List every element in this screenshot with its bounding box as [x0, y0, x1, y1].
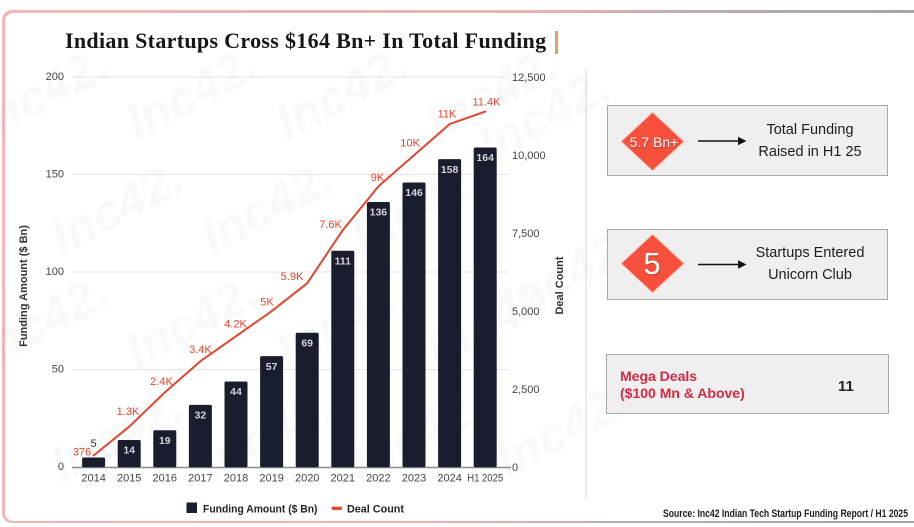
svg-text:111: 111: [335, 256, 352, 268]
svg-text:376: 376: [73, 447, 91, 459]
svg-text:19: 19: [159, 435, 171, 447]
svg-text:11K: 11K: [438, 109, 457, 121]
svg-text:10,000: 10,000: [512, 150, 546, 162]
svg-text:H1 2025: H1 2025: [467, 472, 503, 484]
svg-text:2024: 2024: [437, 472, 461, 484]
svg-text:2,500: 2,500: [512, 384, 540, 396]
svg-text:5: 5: [91, 438, 97, 450]
svg-text:2015: 2015: [117, 472, 141, 484]
svg-text:2014: 2014: [81, 472, 105, 484]
svg-text:2.4K: 2.4K: [150, 376, 173, 388]
svg-text:69: 69: [301, 337, 313, 349]
svg-text:Inc42.: Inc42.: [41, 149, 192, 265]
svg-text:136: 136: [370, 207, 388, 219]
svg-text:158: 158: [441, 164, 459, 176]
svg-text:44: 44: [230, 386, 242, 398]
svg-text:7.6K: 7.6K: [319, 219, 342, 231]
svg-text:5K: 5K: [260, 297, 274, 309]
svg-text:2019: 2019: [259, 472, 283, 484]
svg-text:50: 50: [52, 363, 64, 375]
svg-text:14: 14: [123, 445, 135, 457]
svg-text:1.3K: 1.3K: [117, 406, 140, 418]
svg-text:2023: 2023: [402, 472, 426, 484]
svg-text:150: 150: [46, 168, 64, 180]
svg-text:2017: 2017: [188, 472, 212, 484]
svg-text:Deal Count: Deal Count: [554, 256, 566, 314]
svg-text:Inc42.: Inc42.: [191, 149, 342, 265]
svg-text:5.9K: 5.9K: [281, 271, 304, 283]
svg-text:2022: 2022: [366, 472, 390, 484]
svg-text:Deal Count: Deal Count: [347, 503, 404, 515]
svg-text:5,000: 5,000: [512, 306, 540, 318]
svg-text:200: 200: [46, 71, 64, 83]
svg-text:2016: 2016: [153, 472, 177, 484]
svg-text:100: 100: [46, 266, 64, 278]
svg-text:32: 32: [195, 410, 207, 422]
svg-text:Funding Amount ($ Bn): Funding Amount ($ Bn): [18, 225, 30, 347]
svg-text:7,500: 7,500: [512, 228, 540, 240]
svg-text:12,500: 12,500: [512, 72, 546, 84]
svg-text:57: 57: [266, 361, 278, 373]
svg-text:10K: 10K: [400, 137, 420, 149]
svg-text:3.4K: 3.4K: [189, 344, 212, 356]
svg-text:Funding Amount ($ Bn): Funding Amount ($ Bn): [203, 503, 318, 515]
svg-text:146: 146: [405, 187, 423, 199]
svg-text:2021: 2021: [331, 472, 355, 484]
svg-text:164: 164: [476, 152, 494, 164]
svg-text:0: 0: [58, 461, 64, 473]
svg-text:2020: 2020: [295, 472, 319, 484]
svg-text:9K: 9K: [371, 172, 385, 184]
svg-text:11.4K: 11.4K: [473, 97, 502, 109]
svg-text:2018: 2018: [224, 472, 248, 484]
svg-text:4.2K: 4.2K: [224, 319, 247, 331]
svg-text:0: 0: [512, 462, 518, 474]
